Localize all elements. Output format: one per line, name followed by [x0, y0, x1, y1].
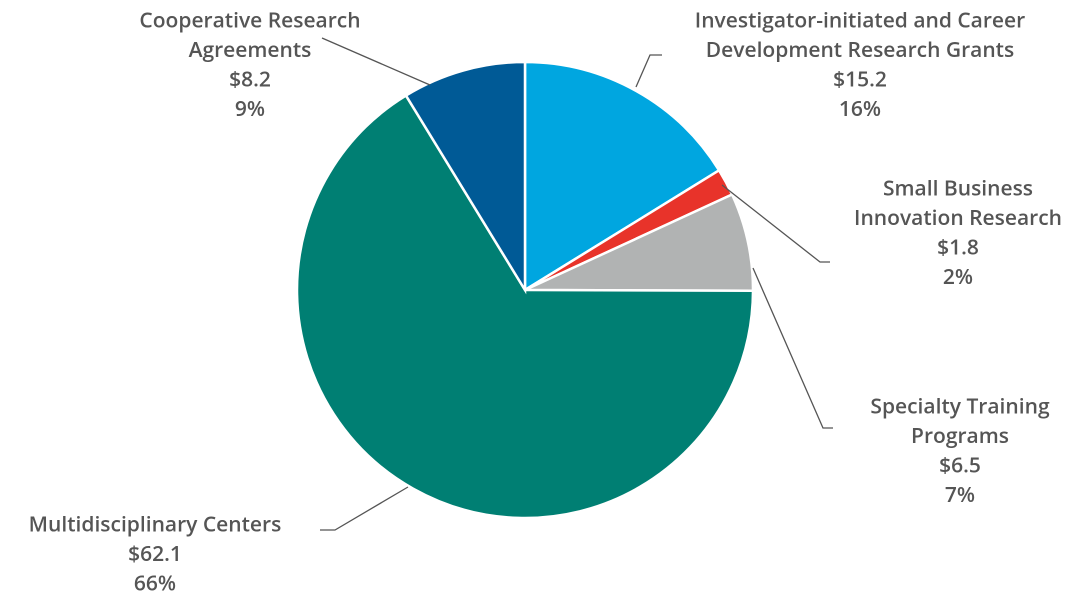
category-label: Development Research Grants [706, 36, 1014, 64]
category-label: Small Business [883, 175, 1033, 203]
pie-slice [523, 60, 721, 293]
category-label: Multidisciplinary Centers [29, 511, 282, 539]
category-label: Investigator-initiated and Career [695, 7, 1025, 35]
pie-slice [295, 93, 755, 520]
value-label: $15.2 [833, 66, 887, 94]
value-label: $1.8 [937, 234, 979, 262]
leader-line [320, 486, 409, 531]
leader-line [635, 54, 662, 88]
leader-line [752, 267, 833, 429]
percent-label: 16% [839, 95, 881, 123]
category-label: Innovation Research [854, 204, 1062, 232]
percent-label: 7% [945, 481, 975, 509]
category-label: Cooperative Research [139, 7, 360, 35]
value-label: $62.1 [128, 540, 182, 568]
labels: Investigator-initiated and CareerDevelop… [29, 7, 1062, 598]
value-label: $6.5 [939, 452, 981, 480]
leader-line [321, 37, 431, 86]
percent-label: 66% [134, 570, 176, 598]
pie-slice [404, 60, 527, 295]
value-label: $8.2 [229, 66, 271, 94]
percent-label: 2% [943, 263, 973, 291]
category-label: Specialty Training [870, 393, 1050, 421]
percent-label: 9% [235, 95, 265, 123]
category-label: Agreements [189, 36, 312, 64]
category-label: Programs [911, 422, 1009, 450]
leader-line [721, 184, 830, 263]
pie [295, 60, 755, 520]
